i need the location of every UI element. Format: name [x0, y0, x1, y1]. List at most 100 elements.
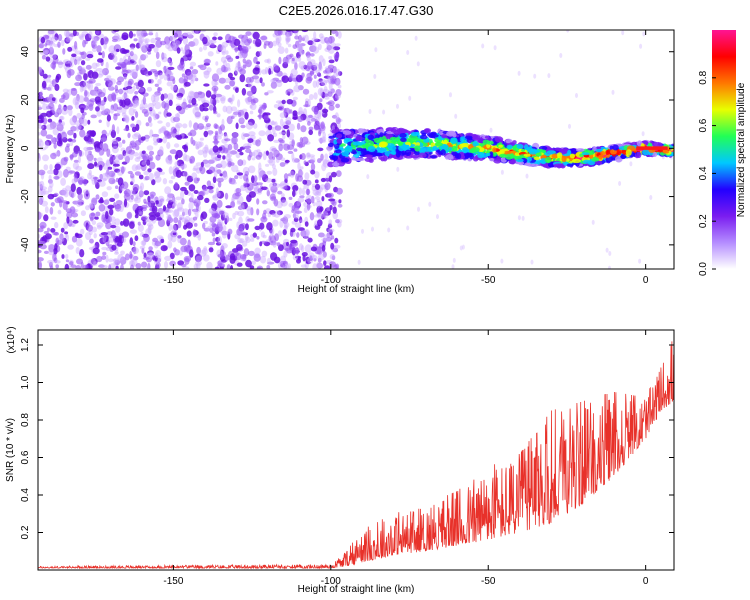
noise-speckle — [245, 223, 249, 231]
noise-speckle — [241, 88, 247, 96]
spectrogram-y-tick-label: 0 — [20, 145, 31, 151]
noise-speckle — [141, 32, 149, 37]
signal-blob — [551, 153, 559, 159]
noise-speckle — [233, 142, 239, 151]
signal-blob — [373, 137, 381, 143]
noise-speckle — [190, 80, 195, 84]
noise-speckle — [319, 82, 326, 86]
noise-speckle — [38, 249, 42, 254]
noise-speckle — [141, 261, 148, 268]
noise-speckle — [184, 171, 188, 177]
noise-speckle — [331, 255, 336, 261]
noise-speckle — [38, 138, 43, 143]
noise-speckle — [286, 37, 291, 43]
noise-speckle — [280, 199, 288, 207]
noise-speckle — [211, 94, 217, 100]
noise-speckle — [204, 144, 209, 153]
noise-speckle — [328, 175, 333, 183]
noise-speckle — [327, 148, 332, 152]
noise-speckle — [285, 34, 291, 43]
noise-speckle — [49, 126, 54, 130]
noise-speckle — [50, 36, 58, 42]
noise-speckle — [128, 152, 134, 161]
noise-speckle — [157, 195, 165, 204]
noise-speckle — [82, 39, 86, 48]
noise-speckle — [203, 83, 210, 87]
noise-speckle — [194, 253, 202, 263]
noise-speckle — [316, 262, 321, 269]
noise-speckle — [66, 69, 72, 79]
noise-speckle — [93, 35, 100, 42]
noise-speckle — [169, 196, 175, 202]
noise-speckle — [111, 231, 117, 240]
signal-blob — [566, 163, 574, 167]
noise-speckle — [236, 172, 244, 176]
noise-speckle — [201, 211, 208, 220]
noise-speckle — [175, 169, 182, 178]
noise-speckle — [301, 37, 305, 42]
noise-speckle — [289, 170, 295, 178]
noise-speckle — [105, 159, 111, 166]
signal-blob — [518, 161, 525, 166]
noise-speckle — [89, 238, 94, 244]
noise-speckle — [265, 150, 269, 156]
noise-speckle — [273, 63, 278, 71]
noise-speckle — [212, 156, 219, 162]
noise-speckle — [266, 170, 273, 175]
noise-speckle — [210, 210, 215, 214]
noise-speckle — [74, 40, 78, 50]
noise-speckle — [47, 74, 52, 78]
noise-speckle — [108, 264, 112, 269]
spectrogram-x-tick-label: -100 — [321, 275, 341, 286]
noise-speckle — [63, 189, 69, 198]
noise-speckle — [71, 178, 77, 185]
noise-speckle — [80, 120, 85, 125]
noise-speckle — [136, 32, 144, 39]
noise-speckle — [195, 255, 203, 262]
colorbar-tick-label: 0.4 — [698, 166, 709, 180]
noise-speckle — [292, 212, 297, 219]
noise-speckle — [283, 181, 289, 187]
noise-speckle — [130, 46, 135, 51]
noise-speckle — [77, 177, 84, 186]
noise-speckle — [97, 58, 104, 63]
noise-speckle — [155, 37, 161, 41]
noise-speckle — [489, 127, 493, 133]
noise-speckle — [172, 116, 180, 123]
noise-speckle — [135, 263, 142, 269]
noise-speckle — [60, 106, 69, 115]
noise-speckle — [331, 114, 338, 119]
noise-speckle — [241, 39, 248, 45]
noise-speckle — [547, 73, 551, 79]
noise-speckle — [268, 151, 274, 160]
noise-speckle — [285, 37, 289, 45]
noise-speckle — [334, 237, 339, 244]
noise-speckle — [75, 74, 83, 82]
noise-speckle — [261, 82, 265, 87]
signal-blob — [351, 156, 356, 161]
noise-speckle — [115, 48, 120, 53]
colorbar-tick-label: 0.2 — [698, 214, 709, 228]
noise-speckle — [316, 246, 323, 255]
noise-speckle — [62, 88, 69, 94]
noise-speckle — [258, 172, 262, 181]
signal-blob — [360, 148, 367, 155]
noise-speckle — [274, 30, 282, 36]
noise-speckle — [251, 151, 256, 157]
noise-speckle — [48, 249, 55, 256]
noise-speckle — [304, 262, 309, 269]
noise-speckle — [313, 31, 317, 40]
noise-speckle — [273, 104, 279, 109]
noise-speckle — [235, 187, 242, 194]
noise-speckle — [70, 87, 77, 91]
noise-speckle — [38, 233, 41, 239]
signal-blob — [414, 145, 421, 152]
noise-speckle — [50, 202, 55, 207]
noise-speckle — [147, 225, 152, 234]
noise-speckle — [101, 129, 107, 136]
noise-speckle — [267, 261, 275, 265]
noise-speckle — [123, 92, 128, 100]
noise-speckle — [72, 30, 77, 37]
signal-blob — [489, 158, 495, 162]
noise-speckle — [236, 221, 240, 229]
